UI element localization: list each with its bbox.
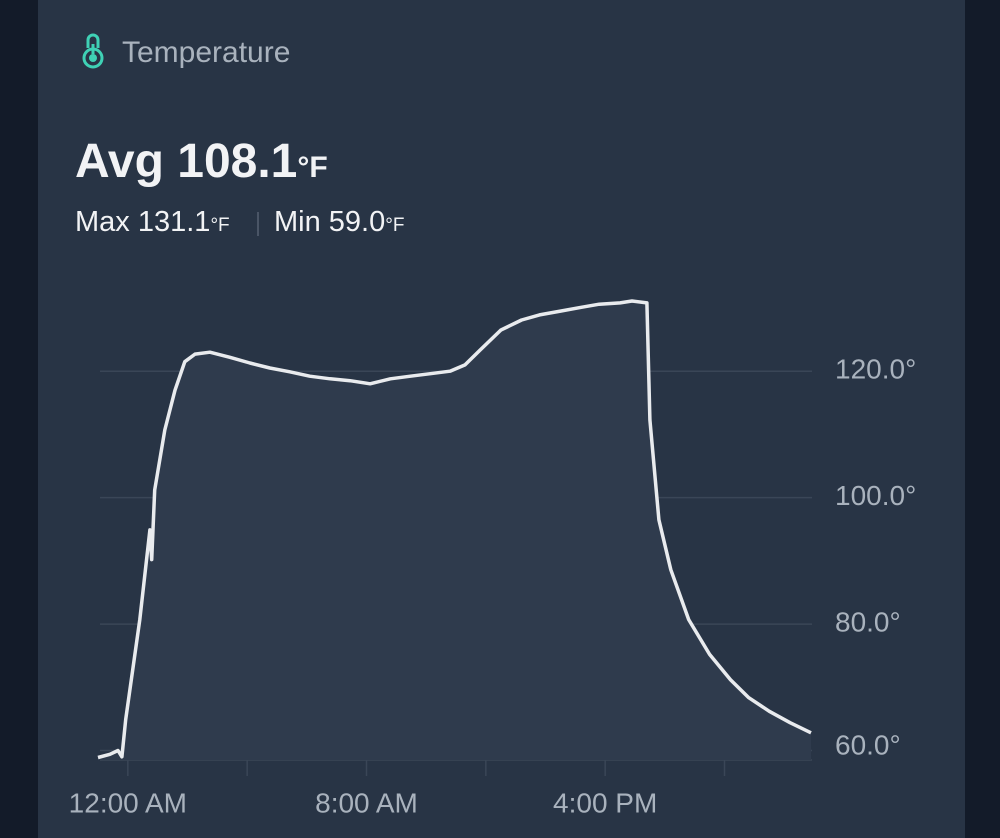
y-tick-label: 100.0° — [835, 480, 916, 511]
avg-unit: °F — [297, 151, 328, 184]
card-title: Temperature — [122, 36, 291, 69]
min-label: Min — [274, 206, 321, 238]
max-label: Max — [75, 206, 130, 238]
min-unit: °F — [385, 215, 405, 236]
x-tick-label: 8:00 AM — [315, 787, 418, 818]
max: Max 131.1°F — [75, 206, 230, 239]
min: Min 59.0°F — [274, 206, 404, 239]
y-tick-label: 80.0° — [835, 606, 901, 637]
min-value: 59.0 — [328, 206, 386, 238]
y-tick-label: 120.0° — [835, 354, 916, 385]
max-unit: °F — [210, 215, 230, 236]
x-tick-label: 12:00 AM — [69, 787, 187, 818]
avg-value: 108.1 — [177, 135, 298, 188]
y-tick-label: 60.0° — [835, 729, 901, 760]
temperature-line — [97, 299, 812, 760]
avg-label: Avg — [75, 135, 164, 188]
avg: Avg 108.1°F — [75, 134, 328, 189]
area-fill — [98, 301, 811, 760]
max-value: 131.1 — [137, 206, 211, 238]
x-tick-label: 4:00 PM — [553, 787, 657, 818]
thermometer-icon — [82, 33, 104, 69]
